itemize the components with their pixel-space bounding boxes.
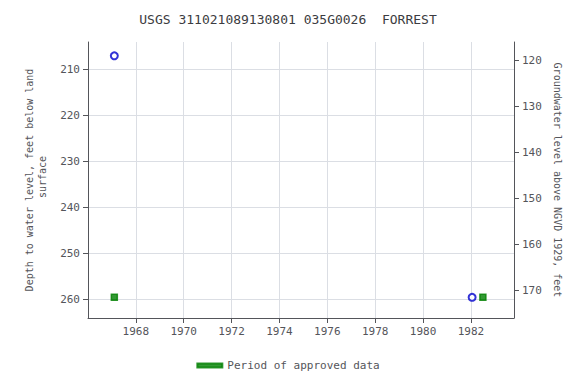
svg-text:Groundwater level above NGVD 1: Groundwater level above NGVD 1929, feet [552,63,563,298]
svg-text:210: 210 [60,63,80,76]
svg-text:surface: surface [37,156,48,204]
svg-text:260: 260 [60,293,80,306]
svg-text:1982: 1982 [458,325,485,338]
svg-text:Depth to water level, feet bel: Depth to water level, feet below land [24,69,35,292]
svg-text:Period of approved data: Period of approved data [227,359,379,372]
svg-text:130: 130 [522,100,542,113]
svg-text:230: 230 [60,155,80,168]
svg-text:1976: 1976 [314,325,341,338]
svg-text:1974: 1974 [266,325,293,338]
svg-text:150: 150 [522,192,542,205]
svg-text:1970: 1970 [170,325,197,338]
svg-text:1972: 1972 [218,325,245,338]
svg-text:240: 240 [60,201,80,214]
svg-text:220: 220 [60,109,80,122]
svg-text:160: 160 [522,238,542,251]
svg-text:1968: 1968 [123,325,150,338]
svg-text:140: 140 [522,146,542,159]
svg-text:1980: 1980 [410,325,437,338]
svg-text:250: 250 [60,247,80,260]
svg-text:USGS 311021089130801 035G0026: USGS 311021089130801 035G0026 FORREST [139,12,437,27]
svg-text:1978: 1978 [362,325,389,338]
svg-text:120: 120 [522,54,542,67]
svg-text:170: 170 [522,284,542,297]
